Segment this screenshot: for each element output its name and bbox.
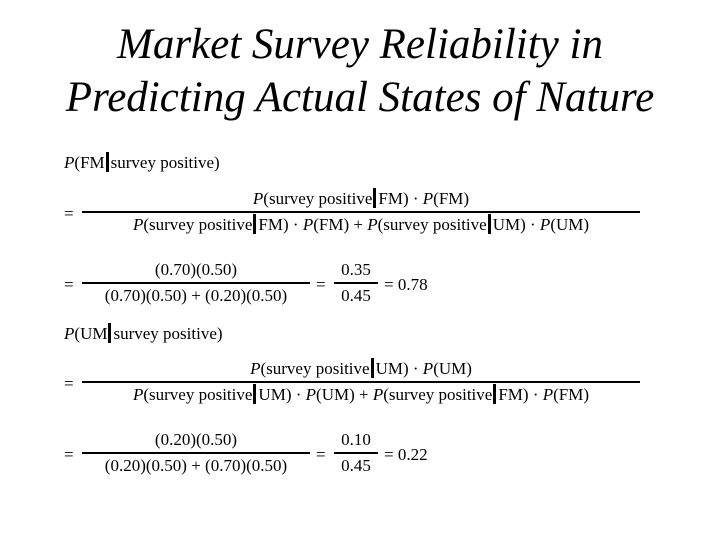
fraction-bar xyxy=(82,211,640,213)
conditional-bar xyxy=(487,214,491,234)
fraction-bar xyxy=(82,381,640,383)
conditional-bar xyxy=(253,384,257,404)
conditional-bar xyxy=(373,188,377,208)
fraction-bar xyxy=(334,452,378,454)
um-equals-2: = xyxy=(64,445,74,464)
fraction-bar xyxy=(334,282,378,284)
um-equals-1: = xyxy=(64,374,74,393)
fm-reduced-fraction: 0.35 0.45 xyxy=(334,259,378,307)
conditional-bar xyxy=(493,384,497,404)
title-line-2: Predicting Actual States of Nature xyxy=(65,74,655,121)
fm-result: = 0.78 xyxy=(384,275,428,294)
um-bayes-numerator: P(survey positive UM) · P(UM) xyxy=(250,358,472,378)
fm-equals-1: = xyxy=(64,204,74,223)
fm-numeric-fraction: (0.70)(0.50) (0.70)(0.50) + (0.20)(0.50) xyxy=(82,259,310,307)
conditional-bar xyxy=(105,152,109,172)
conditional-bar xyxy=(108,323,112,343)
fm-bayes-fraction: P(survey positive FM) · P(FM) P(survey po… xyxy=(82,188,640,236)
title-line-1: Market Survey Reliability in xyxy=(117,21,603,68)
conditional-bar xyxy=(253,214,257,234)
fm-lhs: P(FM survey positive) xyxy=(64,152,220,172)
fm-bayes-numerator: P(survey positive FM) · P(FM) xyxy=(252,188,470,208)
um-bayes-denominator: P(survey positive UM) · P(UM) + P(survey … xyxy=(132,384,590,404)
um-lhs: P(UM survey positive) xyxy=(64,323,223,343)
um-reduced-fraction: 0.10 0.45 xyxy=(334,429,378,477)
conditional-bar xyxy=(370,358,374,378)
um-result: = 0.22 xyxy=(384,445,428,464)
slide-title: Market Survey Reliability in Predicting … xyxy=(0,18,720,124)
um-equals-3: = xyxy=(316,445,326,464)
fm-equals-3: = xyxy=(316,275,326,294)
um-bayes-fraction: P(survey positive UM) · P(UM) P(survey po… xyxy=(82,358,640,406)
fm-bayes-denominator: P(survey positive FM) · P(FM) + P(survey … xyxy=(132,214,590,234)
fm-equals-2: = xyxy=(64,275,74,294)
fraction-bar xyxy=(82,452,310,454)
fraction-bar xyxy=(82,282,310,284)
um-numeric-fraction: (0.20)(0.50) (0.20)(0.50) + (0.70)(0.50) xyxy=(82,429,310,477)
